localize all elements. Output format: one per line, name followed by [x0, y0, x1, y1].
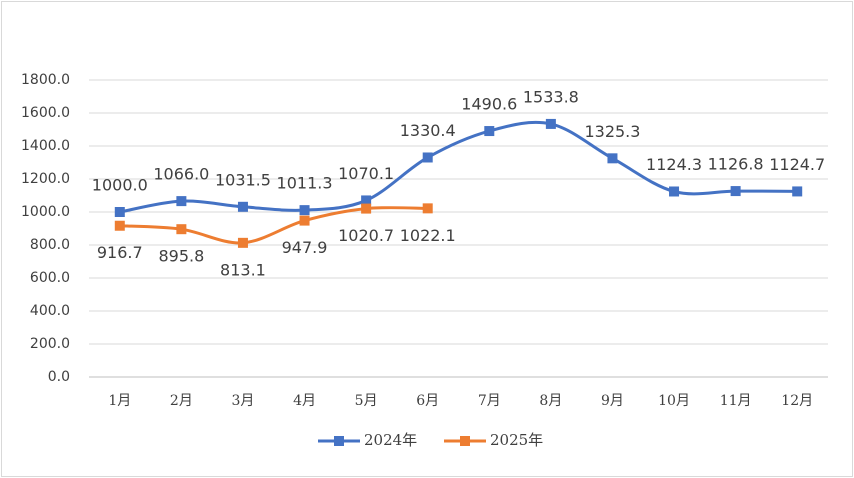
x-tick-label: 5月 — [355, 393, 378, 409]
marker — [545, 118, 556, 129]
marker — [114, 220, 125, 231]
marker — [176, 224, 187, 235]
x-tick-label: 4月 — [293, 393, 316, 409]
y-tick-label: 0.0 — [48, 369, 70, 385]
marker — [422, 152, 433, 163]
y-tick-label: 1800.0 — [21, 72, 70, 88]
x-tick-label: 9月 — [601, 393, 624, 409]
data-label: 1490.6 — [461, 95, 517, 114]
marker — [114, 207, 125, 217]
marker — [792, 186, 803, 197]
legend-marker — [460, 436, 470, 446]
y-tick-label: 800.0 — [30, 237, 70, 253]
marker — [237, 237, 248, 248]
x-tick-label: 8月 — [539, 393, 562, 409]
x-tick-label: 3月 — [231, 393, 254, 409]
marker — [484, 126, 495, 137]
x-tick-label: 12月 — [781, 393, 813, 409]
x-tick-label: 10月 — [658, 393, 690, 409]
y-tick-label: 600.0 — [30, 270, 70, 286]
data-label: 1022.1 — [400, 226, 456, 245]
marker — [299, 205, 310, 216]
x-tick-label: 6月 — [416, 393, 439, 409]
data-label: 1000.0 — [92, 176, 148, 195]
data-label: 1325.3 — [584, 122, 640, 141]
data-label: 1330.4 — [400, 121, 456, 140]
data-label: 1070.1 — [338, 164, 394, 183]
data-label: 1126.8 — [708, 155, 764, 174]
x-tick-label: 11月 — [720, 393, 752, 409]
x-tick-label: 2月 — [170, 393, 193, 409]
y-tick-label: 1000.0 — [21, 204, 70, 220]
y-tick-label: 1200.0 — [21, 171, 70, 187]
marker — [361, 203, 372, 214]
data-label: 1124.7 — [769, 155, 825, 174]
marker — [237, 201, 248, 212]
y-tick-label: 1600.0 — [21, 105, 70, 121]
x-tick-label: 7月 — [478, 393, 501, 409]
y-tick-label: 200.0 — [30, 336, 70, 352]
data-label: 813.1 — [220, 260, 266, 279]
legend-label: 2025年 — [490, 431, 543, 449]
data-label: 895.8 — [158, 247, 204, 266]
y-tick-label: 400.0 — [30, 303, 70, 319]
marker — [299, 215, 310, 226]
data-label: 1031.5 — [215, 170, 271, 189]
marker — [361, 195, 372, 206]
data-label: 1011.3 — [277, 174, 333, 193]
marker — [422, 203, 433, 214]
data-label: 1533.8 — [523, 87, 579, 106]
data-label: 1124.3 — [646, 155, 702, 174]
data-label: 947.9 — [282, 238, 328, 257]
data-label: 1020.7 — [338, 226, 394, 245]
legend-label: 2024年 — [364, 431, 417, 449]
marker — [669, 186, 680, 197]
marker — [176, 196, 187, 207]
x-tick-label: 1月 — [108, 393, 131, 409]
data-label: 916.7 — [97, 243, 143, 262]
marker — [730, 186, 741, 197]
data-label: 1066.0 — [153, 165, 209, 184]
legend-marker — [334, 436, 344, 446]
marker — [607, 153, 618, 164]
y-tick-label: 1400.0 — [21, 138, 70, 154]
